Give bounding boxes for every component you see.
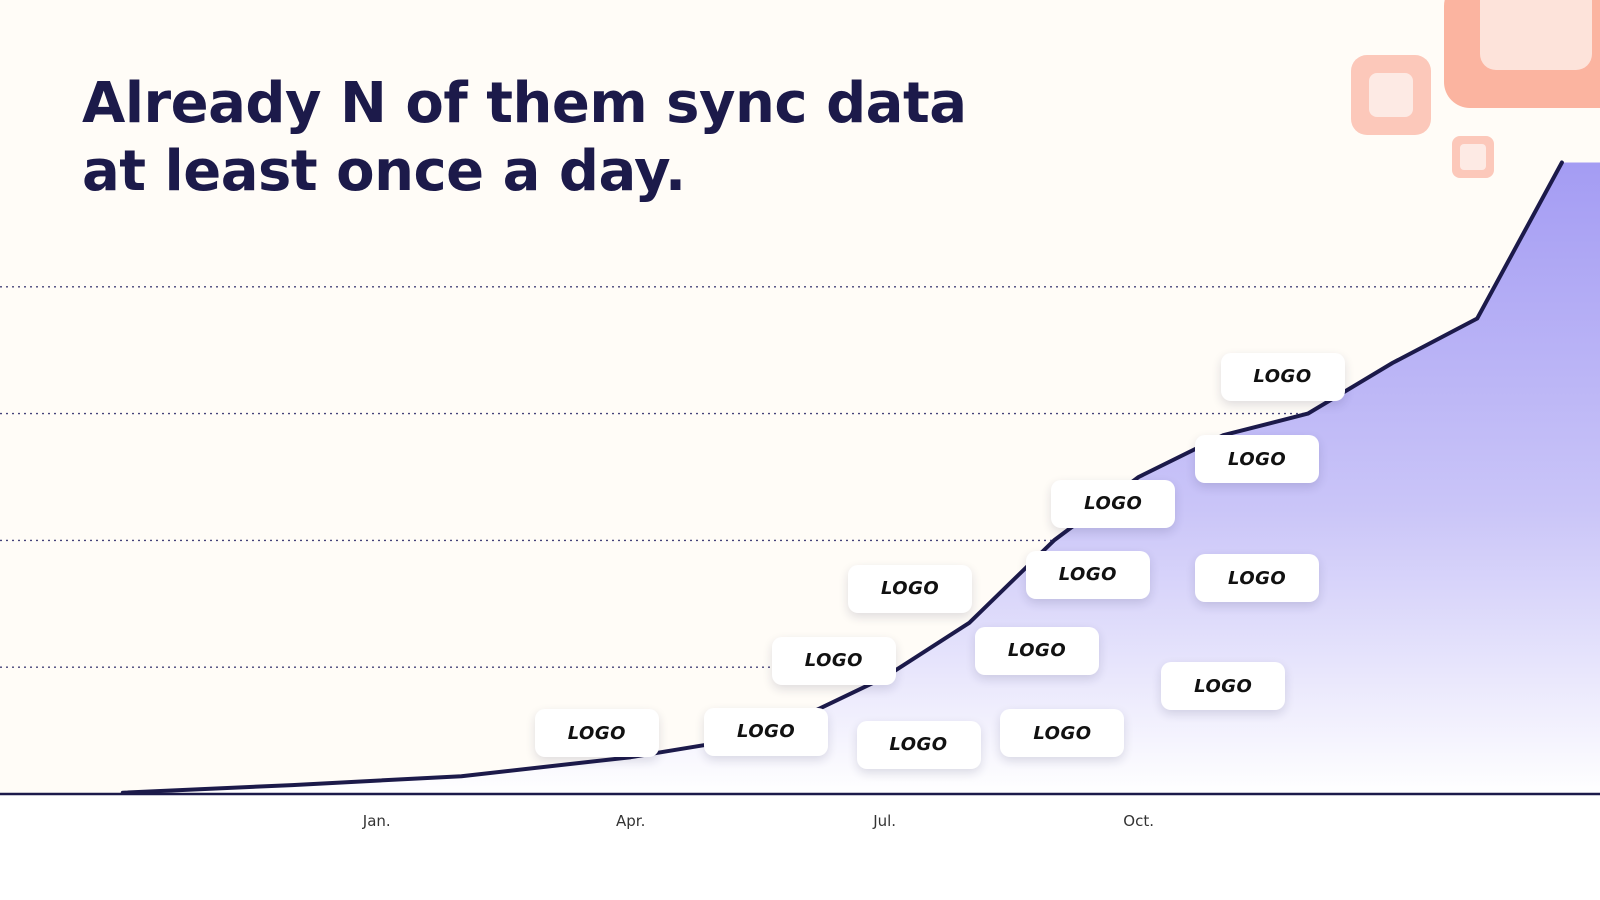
- customer-logo-card: LOGO: [1220, 352, 1345, 401]
- chart-area-fill: [122, 162, 1600, 794]
- customer-logo-card: LOGO: [1025, 550, 1150, 599]
- customer-logo-card: LOGO: [771, 636, 896, 685]
- customer-logo-card: LOGO: [704, 707, 829, 756]
- slide-title-line-1: Already N of them sync data: [82, 71, 967, 136]
- slide-title-line-2: at least once a day.: [82, 139, 686, 204]
- decorative-square-large-inner: [1480, 0, 1592, 70]
- customer-logo-card: LOGO: [1051, 479, 1176, 528]
- customer-logo-card: LOGO: [975, 626, 1100, 675]
- customer-logo-card: LOGO: [534, 709, 659, 758]
- slide-title: Already N of them sync data at least onc…: [82, 70, 982, 206]
- customer-logo-card: LOGO: [1161, 662, 1286, 711]
- customer-logo-card: LOGO: [1195, 435, 1320, 484]
- decorative-square-medium-inner: [1369, 73, 1413, 117]
- customer-logo-card: LOGO: [856, 720, 981, 769]
- x-tick-label-3: Jul.: [872, 812, 896, 830]
- customer-logo-card: LOGO: [1195, 554, 1320, 603]
- x-tick-label-1: Jan.: [362, 812, 391, 830]
- chart-series-line: [120, 160, 1564, 795]
- decorative-square-small-inner: [1460, 144, 1486, 170]
- x-tick-label-2: Apr.: [616, 812, 645, 830]
- customer-logo-card: LOGO: [1000, 709, 1125, 758]
- customer-logo-card: LOGO: [848, 564, 973, 613]
- x-tick-label-4: Oct.: [1123, 812, 1154, 830]
